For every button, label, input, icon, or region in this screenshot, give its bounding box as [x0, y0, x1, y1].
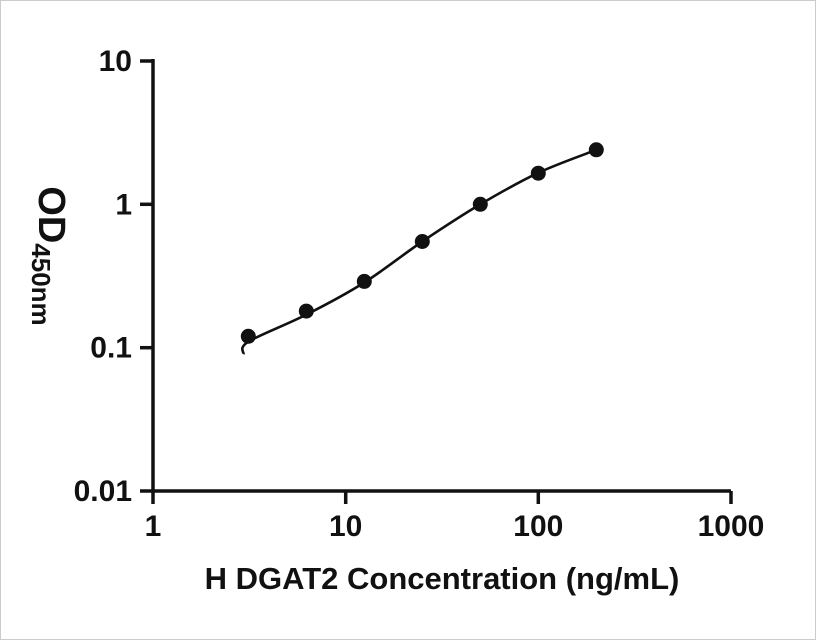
x-tick-label: 10 — [329, 510, 362, 543]
x-tick-label: 100 — [513, 510, 563, 543]
y-tick-label: 1 — [115, 188, 132, 221]
y-axis-title: OD450nm — [26, 106, 72, 406]
data-point — [240, 328, 256, 344]
y-tick-label: 10 — [99, 45, 132, 78]
y-tick-label: 0.1 — [90, 332, 132, 365]
data-point — [472, 196, 488, 212]
data-point — [298, 303, 314, 319]
y-axis-title-text: OD — [30, 186, 72, 244]
fit-curve-line — [241, 148, 597, 355]
x-tick-label: 1 — [145, 510, 162, 543]
x-tick-label: 1000 — [698, 510, 765, 543]
y-tick-label: 0.01 — [74, 475, 132, 508]
data-point — [530, 165, 546, 181]
y-axis-title-subscript: 450nm — [26, 243, 56, 326]
data-point — [588, 142, 604, 158]
data-point — [414, 234, 430, 249]
x-axis-title: H DGAT2 Concentration (ng/mL) — [204, 561, 680, 596]
data-point — [356, 273, 372, 289]
